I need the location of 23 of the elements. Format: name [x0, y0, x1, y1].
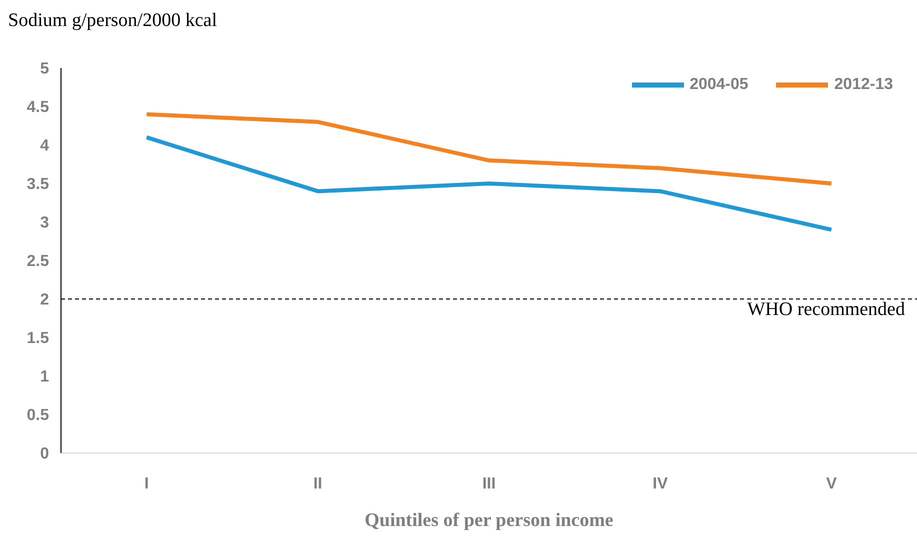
- x-tick-label: III: [482, 475, 496, 492]
- y-axis-title: Sodium g/person/2000 kcal: [8, 10, 217, 32]
- y-tick-label: 0.5: [26, 407, 50, 424]
- y-tick-label: 1.5: [26, 330, 50, 348]
- x-tick-label: I: [144, 475, 149, 492]
- y-tick-label: 1: [40, 368, 50, 386]
- x-tick-label: II: [313, 475, 322, 492]
- ref-line-label: WHO recommended: [747, 299, 906, 320]
- y-tick-label: 3.5: [26, 176, 50, 194]
- x-tick-label: V: [826, 475, 838, 492]
- y-tick-label: 3: [40, 214, 50, 232]
- line-series: [144, 112, 834, 186]
- line-series: [144, 135, 834, 232]
- y-tick-label: 2.5: [26, 253, 50, 270]
- y-tick-label: 4.5: [26, 99, 50, 116]
- y-tick-label: 2: [40, 292, 50, 309]
- y-tick-label: 5: [40, 60, 50, 78]
- legend-label: 2012-13: [834, 76, 893, 94]
- y-tick-label: 0: [40, 446, 50, 463]
- y-tick-label: 4: [40, 138, 50, 155]
- x-tick-label: IV: [652, 475, 668, 492]
- legend-label: 2004-05: [690, 76, 748, 94]
- x-axis-title: Quintiles of per person income: [364, 510, 614, 531]
